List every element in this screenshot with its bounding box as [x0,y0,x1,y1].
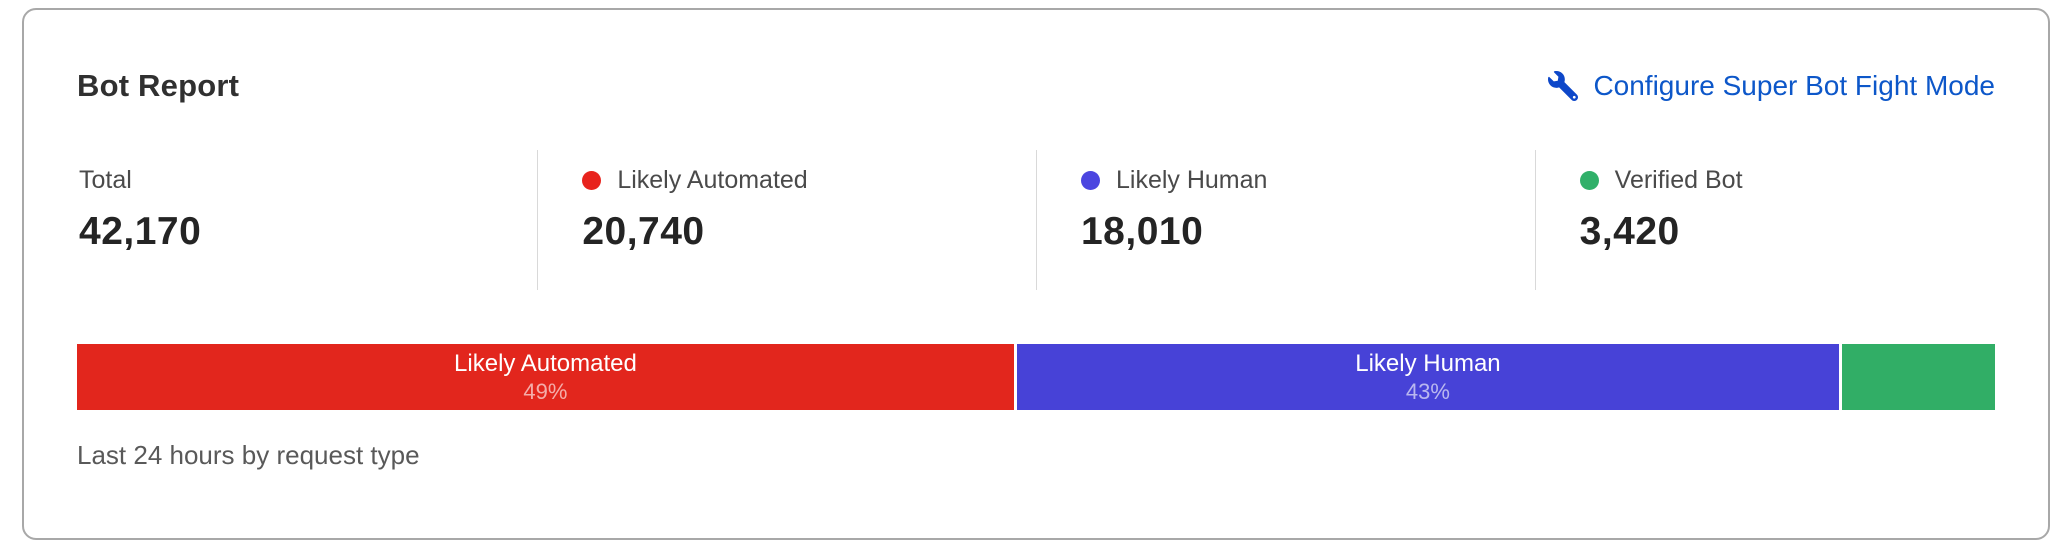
page-title: Bot Report [77,68,240,103]
bar-segment-percent: 49% [523,378,568,404]
bar-segment-likely-automated: Likely Automated 49% [77,344,1014,410]
stat-likely-human: Likely Human 18,010 [1035,150,1535,290]
blue-dot-icon [1080,171,1100,190]
bar-segment-label: Likely Automated [454,349,637,377]
stat-total: Total 42,170 [77,150,537,290]
bar-segment-percent: 43% [1405,378,1450,404]
bar-segment-label: Likely Human [1355,349,1501,377]
stat-value: 18,010 [1080,210,1204,253]
configure-link-label: Configure Super Bot Fight Mode [1593,70,1995,101]
bot-report-card: Bot Report Configure Super Bot Fight Mod… [22,8,2050,540]
red-dot-icon [582,171,602,190]
green-dot-icon [1579,171,1599,190]
stat-label: Likely Human [1115,166,1268,194]
stat-value: 20,740 [582,210,705,253]
stat-label: Verified Bot [1614,166,1743,194]
configure-super-bot-fight-mode-link[interactable]: Configure Super Bot Fight Mode [1548,70,1995,102]
stat-label: Total [79,166,132,194]
stats-row: Total 42,170 Likely Automated 20,740 Lik… [77,150,1995,290]
stat-value: 42,170 [79,210,202,253]
stat-label: Likely Automated [617,166,808,194]
stat-value: 3,420 [1579,210,1680,253]
card-header: Bot Report Configure Super Bot Fight Mod… [77,68,1995,104]
bar-segment-likely-human: Likely Human 43% [1016,344,1840,410]
stat-likely-automated: Likely Automated 20,740 [537,150,1036,290]
stat-verified-bot: Verified Bot 3,420 [1534,150,1995,290]
bar-segment-verified-bot [1842,344,1995,410]
stacked-bar-chart: Likely Automated 49% Likely Human 43% [77,344,1995,410]
wrench-icon [1548,71,1579,101]
chart-caption: Last 24 hours by request type [77,440,420,470]
